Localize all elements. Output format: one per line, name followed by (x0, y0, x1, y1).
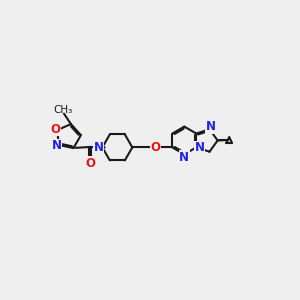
Text: N: N (94, 141, 103, 154)
Text: CH₃: CH₃ (53, 105, 73, 115)
Text: N: N (52, 140, 61, 152)
Text: N: N (179, 151, 189, 164)
Text: O: O (50, 123, 60, 136)
Text: N: N (206, 120, 216, 133)
Text: O: O (151, 141, 160, 154)
Text: N: N (195, 141, 205, 154)
Text: O: O (85, 157, 95, 170)
